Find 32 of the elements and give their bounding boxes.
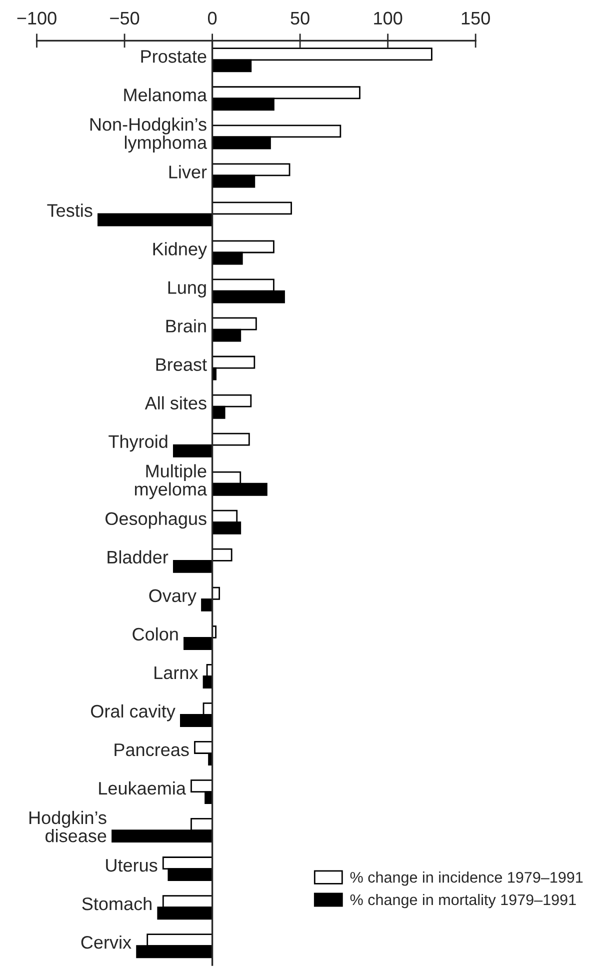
y-tick-label: Bladder [108,550,168,564]
y-tick-label: Oral cavity [91,704,176,722]
y-tick-label: Multiple myeloma [134,464,208,500]
y-tick-label: Pancreas [114,744,189,756]
y-tick-label: Ovary [149,589,196,606]
x-tick-label: −50 [110,12,140,25]
y-tick-label: All sites [144,396,206,410]
y-tick-label: Brain [166,319,206,332]
y-tick-label: Cervix [81,935,132,949]
y-tick-label: Colon [132,627,178,641]
y-tick-label: Prostate [141,50,206,63]
y-tick-label: Non-Hodgkin’s lymphoma [90,118,208,153]
y-tick-label: Hodgkin’s disease [29,810,106,842]
x-tick-label: 100 [374,12,402,25]
y-tick-label: Breast [156,358,207,371]
y-tick-label: Larnx [154,666,198,680]
y-tick-label: Testis [47,204,92,217]
y-tick-label: Uterus [106,859,158,872]
x-tick-label: −100 [17,12,56,25]
y-tick-label: Thyroid [108,434,168,452]
legend-label: % change in incidence 1979–1991 [350,872,583,886]
y-tick-label: Leukaemia [99,781,186,795]
y-tick-label: Kidney [153,242,207,259]
y-tick-label: Liver [169,165,207,178]
y-tick-label: Stomach [82,896,152,910]
x-tick-label: 150 [462,12,490,25]
x-tick-label: 50 [290,12,310,25]
y-tick-label: Melanoma [124,88,208,102]
y-tick-label: Oesophagus [106,512,206,529]
y-tick-label: Lung [168,281,206,298]
x-tick-label: 0 [208,12,217,25]
legend-label: % change in mortality 1979–1991 [350,894,576,908]
